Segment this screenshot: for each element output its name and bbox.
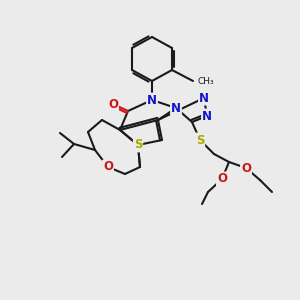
Text: N: N xyxy=(199,92,209,104)
Text: O: O xyxy=(217,172,227,185)
Text: O: O xyxy=(241,161,251,175)
Text: N: N xyxy=(147,94,157,106)
Text: N: N xyxy=(171,101,181,115)
Text: O: O xyxy=(103,160,113,173)
Text: S: S xyxy=(134,139,142,152)
Text: CH₃: CH₃ xyxy=(198,76,214,85)
Text: S: S xyxy=(196,134,204,146)
Text: O: O xyxy=(108,98,118,110)
Text: N: N xyxy=(202,110,212,122)
